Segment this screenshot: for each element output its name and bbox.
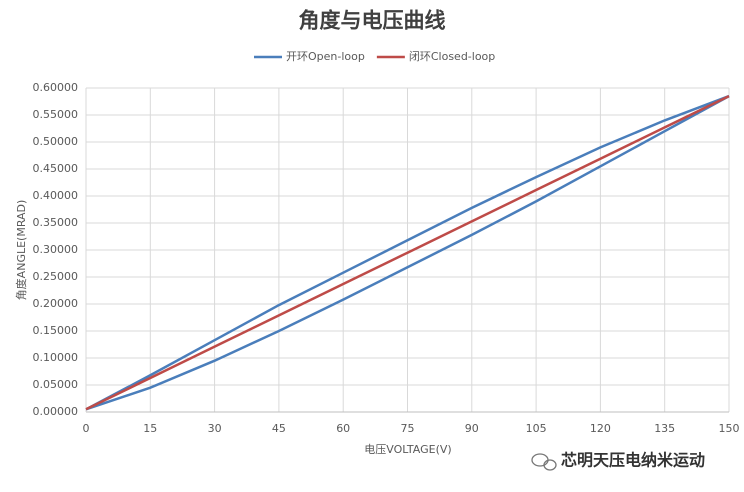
y-tick-label: 0.00000 [33, 405, 79, 418]
y-axis-title: 角度ANGLE(MRAD) [14, 200, 28, 301]
y-tick-label: 0.20000 [33, 297, 79, 310]
x-tick-label: 150 [719, 422, 740, 435]
x-tick-label: 45 [272, 422, 286, 435]
watermark: 芯明天压电纳米运动 [561, 451, 705, 470]
watermark-icon [531, 453, 557, 471]
x-tick-label: 90 [465, 422, 479, 435]
y-tick-label: 0.45000 [33, 162, 79, 175]
y-tick-label: 0.60000 [33, 81, 79, 94]
x-axis-title: 电压VOLTAGE(V) [364, 443, 451, 456]
y-tick-label: 0.25000 [33, 270, 79, 283]
x-tick-label: 105 [526, 422, 547, 435]
y-tick-label: 0.30000 [33, 243, 79, 256]
y-tick-label: 0.55000 [33, 108, 79, 121]
x-tick-label: 60 [336, 422, 350, 435]
x-tick-label: 75 [401, 422, 415, 435]
series-line [85, 94, 730, 411]
x-tick-label: 0 [83, 422, 90, 435]
x-tick-label: 15 [143, 422, 157, 435]
legend-label: 开环Open-loop [286, 50, 365, 63]
x-tick-label: 120 [590, 422, 611, 435]
x-tick-label: 30 [208, 422, 222, 435]
chart-title: 角度与电压曲线 [299, 8, 446, 33]
y-tick-label: 0.50000 [33, 135, 79, 148]
y-tick-label: 0.40000 [33, 189, 79, 202]
y-tick-label: 0.05000 [33, 378, 79, 391]
x-tick-label: 135 [654, 422, 675, 435]
y-tick-label: 0.35000 [33, 216, 79, 229]
legend-label: 闭环Closed-loop [409, 50, 495, 63]
y-tick-label: 0.15000 [33, 324, 79, 337]
y-tick-label: 0.10000 [33, 351, 79, 364]
